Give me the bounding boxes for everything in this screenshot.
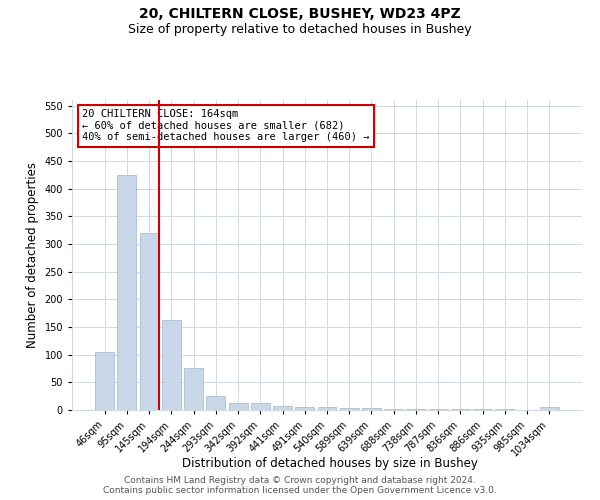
Text: Size of property relative to detached houses in Bushey: Size of property relative to detached ho… — [128, 22, 472, 36]
Bar — [317, 407, 337, 410]
Bar — [162, 320, 181, 410]
Bar — [273, 406, 292, 410]
Text: Distribution of detached houses by size in Bushey: Distribution of detached houses by size … — [182, 458, 478, 470]
Bar — [295, 407, 314, 410]
Bar — [184, 368, 203, 410]
Bar — [540, 407, 559, 410]
Bar — [340, 408, 359, 410]
Text: 20, CHILTERN CLOSE, BUSHEY, WD23 4PZ: 20, CHILTERN CLOSE, BUSHEY, WD23 4PZ — [139, 8, 461, 22]
Text: 20 CHILTERN CLOSE: 164sqm
← 60% of detached houses are smaller (682)
40% of semi: 20 CHILTERN CLOSE: 164sqm ← 60% of detac… — [82, 110, 370, 142]
Bar — [95, 352, 114, 410]
Bar — [251, 404, 270, 410]
Text: Contains HM Land Registry data © Crown copyright and database right 2024.
Contai: Contains HM Land Registry data © Crown c… — [103, 476, 497, 495]
Bar — [229, 404, 248, 410]
Bar — [384, 409, 403, 410]
Bar — [118, 174, 136, 410]
Bar — [206, 396, 225, 410]
Bar — [140, 233, 158, 410]
Y-axis label: Number of detached properties: Number of detached properties — [26, 162, 39, 348]
Bar — [362, 408, 381, 410]
